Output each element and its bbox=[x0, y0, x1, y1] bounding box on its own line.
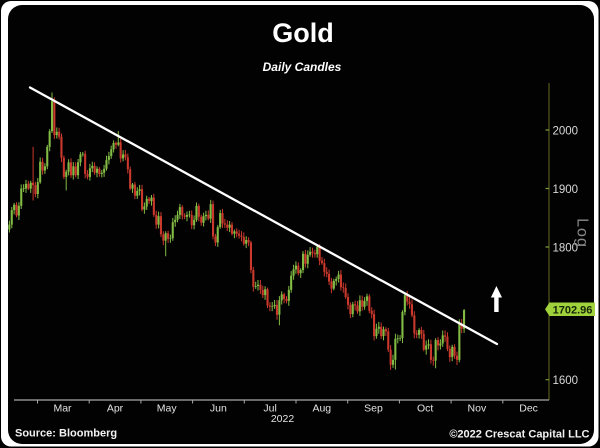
svg-text:Apr: Apr bbox=[107, 403, 124, 415]
svg-text:Log: Log bbox=[574, 218, 591, 248]
svg-text:Jun: Jun bbox=[210, 403, 227, 415]
svg-text:Dec: Dec bbox=[519, 403, 538, 415]
svg-text:1900: 1900 bbox=[553, 184, 579, 196]
svg-text:May: May bbox=[157, 403, 178, 415]
svg-text:1800: 1800 bbox=[553, 242, 579, 254]
svg-text:Gold: Gold bbox=[272, 18, 334, 48]
svg-text:1702.96: 1702.96 bbox=[553, 304, 593, 316]
svg-text:Jul: Jul bbox=[263, 403, 276, 415]
svg-text:Mar: Mar bbox=[53, 403, 72, 415]
svg-text:1600: 1600 bbox=[553, 375, 579, 387]
svg-text:Source: Bloomberg: Source: Bloomberg bbox=[15, 428, 117, 440]
svg-text:Nov: Nov bbox=[468, 403, 487, 415]
svg-text:Sep: Sep bbox=[364, 403, 383, 415]
svg-text:2000: 2000 bbox=[553, 125, 579, 137]
svg-text:©2022 Crescat Capital LLC: ©2022 Crescat Capital LLC bbox=[449, 429, 589, 441]
svg-text:Aug: Aug bbox=[312, 403, 331, 415]
svg-text:Daily Candles: Daily Candles bbox=[263, 60, 342, 74]
svg-text:2022: 2022 bbox=[271, 413, 295, 425]
svg-text:Oct: Oct bbox=[417, 403, 433, 415]
